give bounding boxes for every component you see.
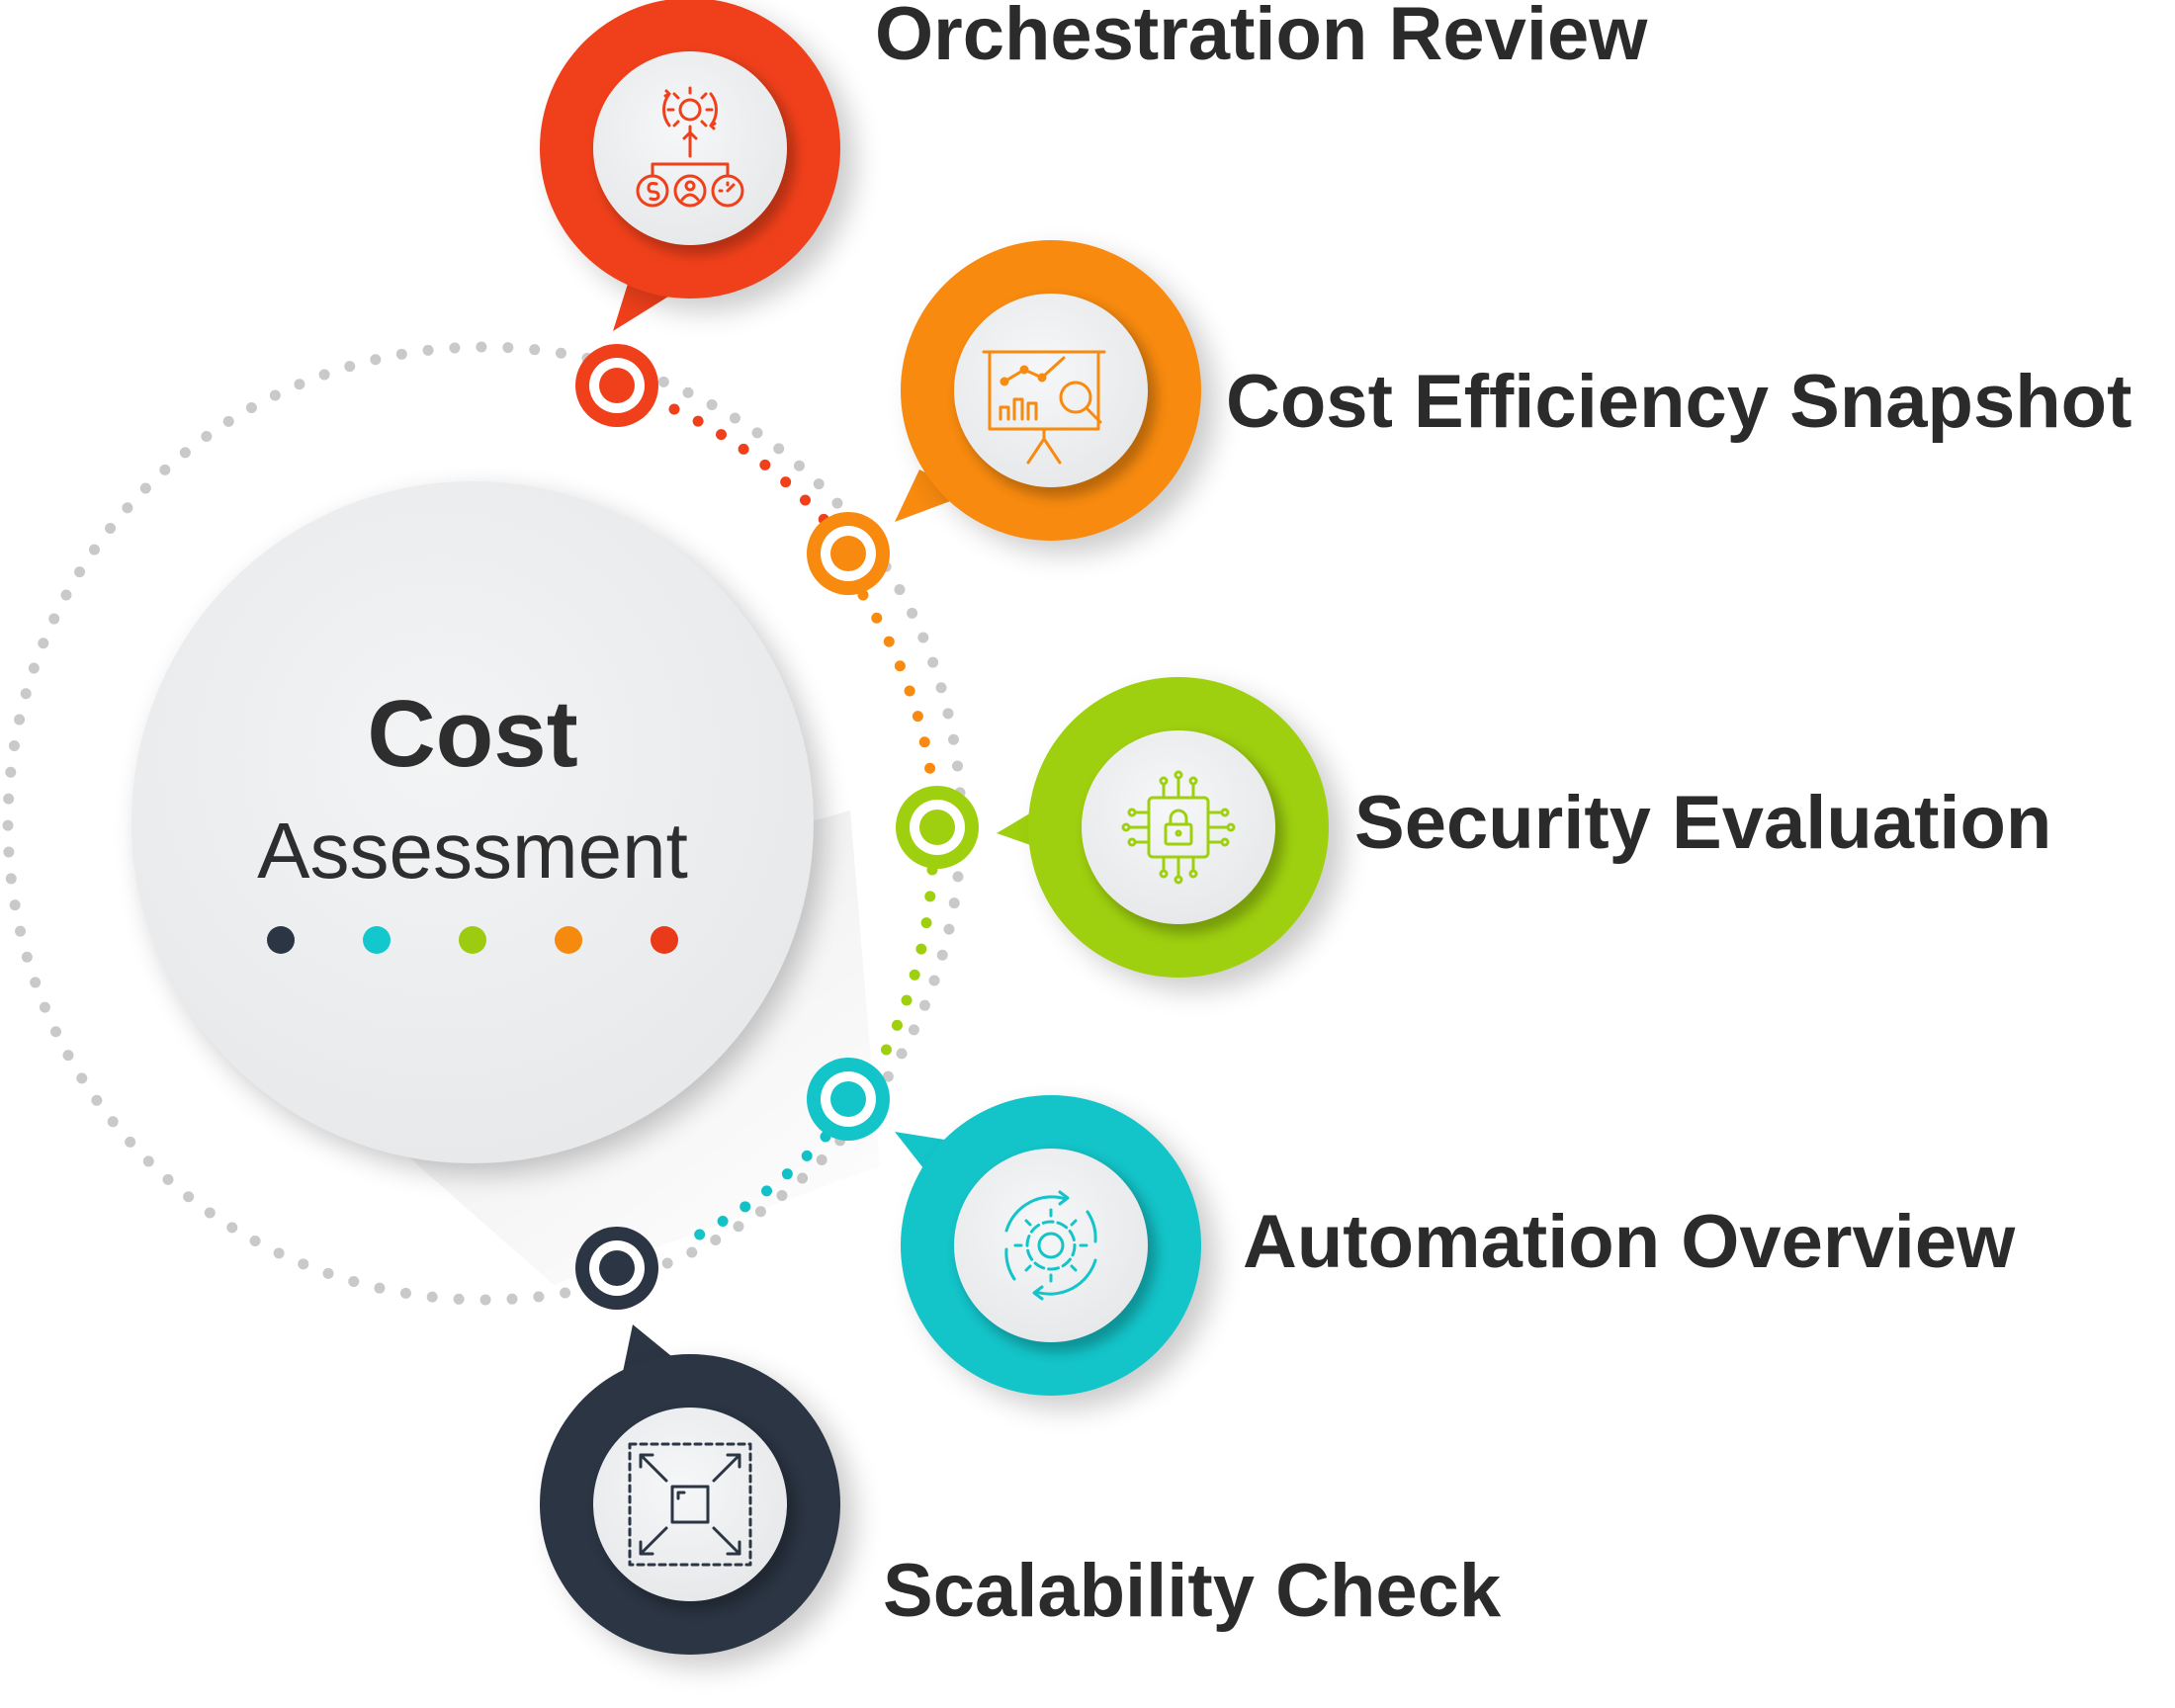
center-node: Cost Assessment [131, 481, 880, 1285]
automation-gear-icon [1004, 1190, 1097, 1301]
node-cost-efficiency-snapshot [895, 240, 1216, 554]
ring-security [896, 786, 979, 869]
presentation-analytics-icon [982, 350, 1106, 465]
label-security-evaluation: Security Evaluation [1354, 781, 2051, 865]
ring-scalability [575, 1227, 658, 1310]
center-dot [267, 926, 295, 954]
arc-segment-cost-efficiency [857, 589, 939, 797]
ring-automation [807, 1058, 890, 1141]
orchestration-icon [636, 86, 744, 208]
label-cost-efficiency-snapshot: Cost Efficiency Snapshot [1226, 360, 2132, 444]
center-dot [459, 926, 486, 954]
ring-cost-efficiency [807, 512, 890, 595]
security-chip-icon [1121, 770, 1236, 885]
scalability-icon [628, 1442, 752, 1567]
ring-orchestration [575, 344, 658, 427]
center-dot [651, 926, 678, 954]
center-color-dots [267, 926, 678, 954]
node-automation-overview [895, 1095, 1216, 1409]
node-scalability-check [540, 1324, 855, 1667]
arc-segment-orchestration [668, 403, 858, 559]
center-title: Cost [367, 681, 577, 787]
center-dot [363, 926, 391, 954]
ring-markers [575, 344, 979, 1310]
labels: Orchestration Review Cost Efficiency Sna… [875, 0, 2132, 1633]
arc-segment-automation [676, 1131, 831, 1249]
label-orchestration-review: Orchestration Review [875, 0, 1648, 76]
label-scalability-check: Scalability Check [883, 1549, 1502, 1633]
arc-segment-security [874, 864, 938, 1068]
label-automation-overview: Automation Overview [1243, 1200, 2016, 1284]
center-dot [555, 926, 582, 954]
node-security-evaluation [997, 677, 1344, 990]
center-subtitle: Assessment [257, 807, 688, 895]
node-orchestration-review [540, 0, 855, 331]
colored-arc [668, 403, 939, 1249]
